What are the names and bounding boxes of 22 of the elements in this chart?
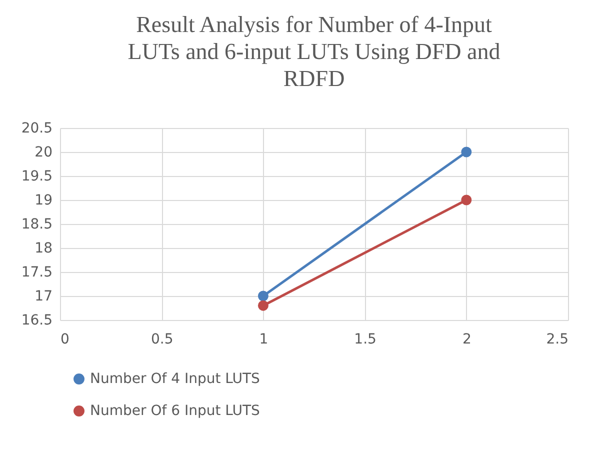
x-tick-label: 1.5 xyxy=(354,332,376,348)
y-tick-label: 19 xyxy=(34,192,52,208)
x-tick-label: 2.5 xyxy=(546,332,568,348)
x-tick-label: 2 xyxy=(462,332,472,348)
y-tick-label: 17 xyxy=(34,288,52,304)
y-tick-label: 16.5 xyxy=(21,312,52,328)
chart-title: Result Analysis for Number of 4-Input LUTs and 6-input LUTs Using DFD and RDFD xyxy=(128,12,501,91)
y-tick-label: 20.5 xyxy=(21,120,52,136)
point xyxy=(258,300,268,311)
y-tick-label: 17.5 xyxy=(21,264,52,280)
x-tick-label: 1 xyxy=(259,332,268,348)
x-tick-label: 0 xyxy=(60,332,70,348)
y-tick-label: 18 xyxy=(34,240,52,256)
point xyxy=(258,290,268,302)
y-tick-label: 18.5 xyxy=(21,216,52,232)
x-tick-label: 0.5 xyxy=(150,332,174,348)
point xyxy=(461,194,472,206)
legend-label: Number Of 6 Input LUTS xyxy=(90,403,260,419)
point xyxy=(461,146,472,158)
legend-label: Number Of 4 Input LUTS xyxy=(90,371,260,387)
y-tick-label: 19.5 xyxy=(21,168,52,184)
y-tick-label: 20 xyxy=(34,144,52,160)
